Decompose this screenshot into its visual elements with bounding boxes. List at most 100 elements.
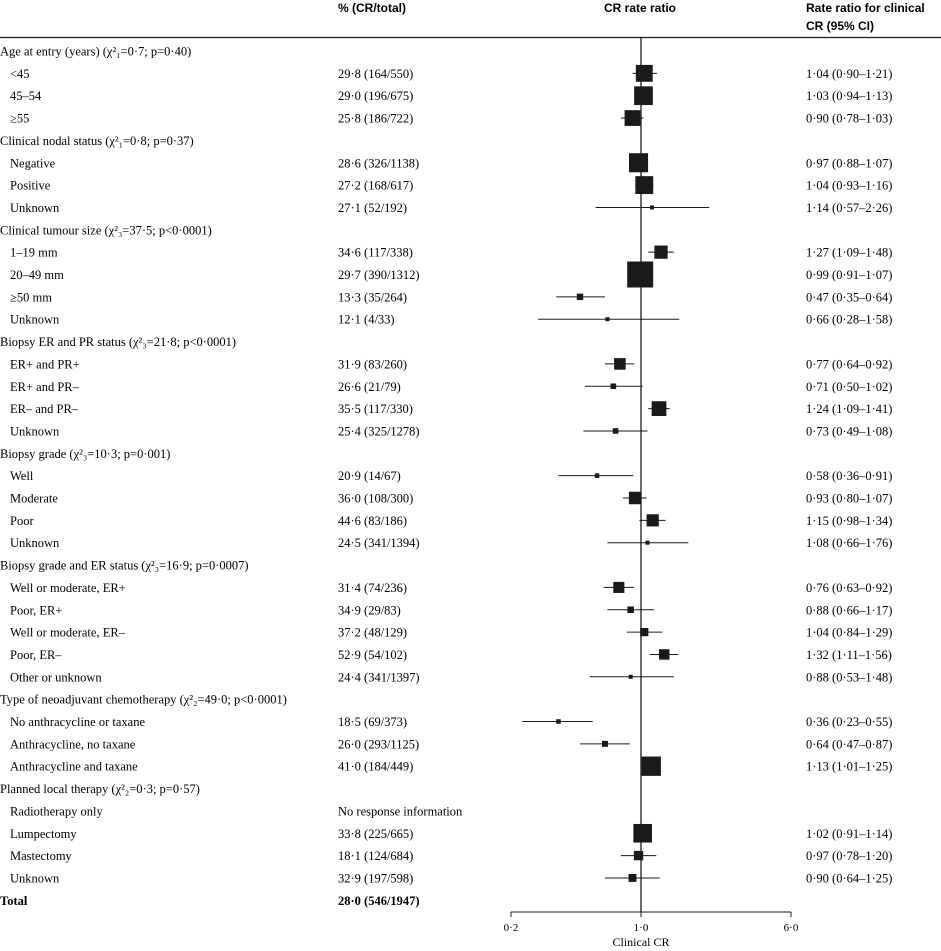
row-ci: 1·04 (0·84–1·29): [806, 626, 892, 640]
group-label: Planned local therapy (χ²₂=0·3; p=0·57): [0, 782, 200, 796]
row-ci: 0·97 (0·88–1·07): [806, 156, 892, 170]
estimate-square: [634, 86, 653, 106]
row-ci: 0·76 (0·63–0·92): [806, 581, 892, 595]
row-percent: 24·4 (341/1397): [338, 670, 420, 684]
row-label: ER+ and PR+: [10, 357, 80, 371]
row-ci: 0·90 (0·64–1·25): [806, 871, 892, 885]
row-percent: 33·8 (225/665): [338, 827, 413, 841]
row-label: 20–49 mm: [10, 268, 64, 282]
row-percent: 32·9 (197/598): [338, 871, 413, 885]
row-label: Mastectomy: [10, 849, 73, 863]
x-tick-label: 0·2: [504, 922, 519, 934]
group-label: Type of neoadjuvant chemotherapy (χ²₂=49…: [0, 693, 287, 707]
row-ci: 0·71 (0·50–1·02): [806, 380, 892, 394]
row-ci: 0·47 (0·35–0·64): [806, 290, 892, 304]
row-percent: 18·1 (124/684): [338, 849, 413, 863]
row-label: ≥55: [10, 112, 29, 126]
row-ci: 1·27 (1·09–1·48): [806, 246, 892, 260]
row-ci: 0·36 (0·23–0·55): [806, 715, 892, 729]
group-label: Clinical tumour size (χ²₃=37·5; p<0·0001…: [0, 223, 212, 237]
row-percent: 41·0 (184/449): [338, 760, 413, 774]
header-ci-line2: CR (95% CI): [806, 19, 874, 33]
row-ci: 1·32 (1·11–1·56): [806, 648, 892, 662]
row-percent: 26·6 (21/79): [338, 380, 401, 394]
row-label: Well or moderate, ER–: [10, 626, 126, 640]
row-percent: 35·5 (117/330): [338, 402, 413, 416]
row-label: ER– and PR–: [10, 402, 79, 416]
estimate-square: [659, 649, 670, 660]
row-percent: 24·5 (341/1394): [338, 536, 420, 550]
row-percent: 31·4 (74/236): [338, 581, 407, 595]
row-ci: 1·04 (0·90–1·21): [806, 67, 892, 81]
row-label: 1–19 mm: [10, 246, 58, 260]
group-label: Biopsy grade (χ²₃=10·3; p=0·001): [0, 447, 170, 461]
row-ci: 0·97 (0·78–1·20): [806, 849, 892, 863]
estimate-square: [624, 110, 641, 126]
estimate-square: [628, 674, 633, 679]
estimate-square: [612, 428, 619, 434]
row-percent: 27·1 (52/192): [338, 201, 407, 215]
row-ci: 0·90 (0·78–1·03): [806, 112, 892, 126]
row-ci: 0·66 (0·28–1·58): [806, 313, 892, 327]
row-ci: 0·88 (0·66–1·17): [806, 603, 892, 617]
row-ci: 0·99 (0·91–1·07): [806, 268, 892, 282]
group-label: Age at entry (years) (χ²₁=0·7; p=0·40): [0, 45, 191, 59]
estimate-square: [645, 540, 650, 545]
row-label: No anthracycline or taxane: [10, 715, 145, 729]
row-percent: 18·5 (69/373): [338, 715, 407, 729]
row-percent: 25·8 (186/722): [338, 112, 413, 126]
row-label: Poor: [10, 514, 34, 528]
row-percent: 27·2 (168/617): [338, 179, 413, 193]
row-label: Poor, ER–: [10, 648, 62, 662]
column-headers: % (CR/total) CR rate ratio Rate ratio fo…: [338, 1, 925, 33]
row-label: Well: [10, 469, 34, 483]
estimate-square: [576, 293, 584, 301]
row-ci: 1·08 (0·66–1·76): [806, 536, 892, 550]
row-label: Well or moderate, ER+: [10, 581, 126, 595]
row-percent: 34·9 (29/83): [338, 603, 401, 617]
plot-marks: [522, 37, 710, 912]
row-percent: 25·4 (325/1278): [338, 424, 420, 438]
row-label: <45: [10, 67, 30, 81]
row-percent: 31·9 (83/260): [338, 357, 407, 371]
estimate-square: [628, 491, 642, 505]
row-label: Lumpectomy: [10, 827, 77, 841]
row-label: ER+ and PR–: [10, 380, 80, 394]
group-label: Biopsy ER and PR status (χ²₃=21·8; p<0·0…: [0, 335, 236, 349]
row-label: Unknown: [10, 313, 60, 327]
total-label: Total: [0, 894, 28, 908]
row-label: Negative: [10, 156, 56, 170]
estimate-square: [610, 383, 617, 390]
header-rate-ratio: CR rate ratio: [604, 1, 676, 15]
row-percent: 13·3 (35/264): [338, 290, 407, 304]
row-percent: 29·0 (196/675): [338, 89, 413, 103]
group-label: Biopsy grade and ER status (χ²₃=16·9; p=…: [0, 559, 249, 573]
row-percent: 28·6 (326/1138): [338, 156, 419, 170]
estimate-square: [635, 176, 654, 195]
row-percent: 26·0 (293/1125): [338, 737, 419, 751]
row-ci: 1·13 (1·01–1·25): [806, 760, 892, 774]
row-label: Poor, ER+: [10, 603, 62, 617]
row-ci: 1·04 (0·93–1·16): [806, 179, 892, 193]
row-label: Radiotherapy only: [10, 804, 103, 818]
estimate-square: [640, 628, 649, 637]
row-label: Unknown: [10, 871, 60, 885]
row-label: 45–54: [10, 89, 42, 103]
estimate-square: [613, 581, 625, 593]
header-percent: % (CR/total): [338, 1, 406, 15]
row-ci: 0·64 (0·47–0·87): [806, 737, 892, 751]
estimate-square: [654, 245, 668, 259]
row-percent: 36·0 (108/300): [338, 492, 413, 506]
x-axis-title: Clinical CR: [613, 935, 670, 949]
row-ci: 1·03 (0·94–1·13): [806, 89, 892, 103]
group-label: Clinical nodal status (χ²₁=0·8; p=0·37): [0, 134, 194, 148]
row-ci: 0·77 (0·64–0·92): [806, 357, 892, 371]
row-label: Unknown: [10, 201, 60, 215]
estimate-square: [601, 740, 608, 747]
row-percent: 29·7 (390/1312): [338, 268, 420, 282]
estimate-square: [646, 514, 659, 527]
estimate-square: [629, 153, 649, 173]
estimate-square: [627, 261, 654, 288]
estimate-square: [594, 473, 600, 478]
